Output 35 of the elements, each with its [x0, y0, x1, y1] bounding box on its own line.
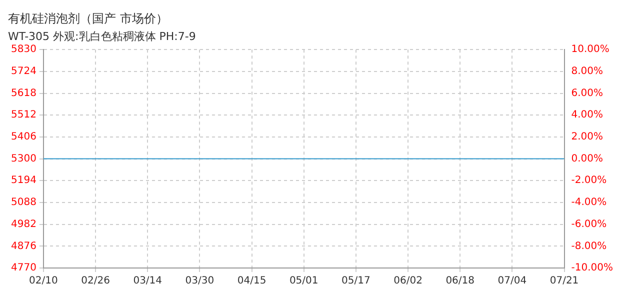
- x-tick-label: 02/10: [29, 276, 58, 287]
- x-tick-label: 02/26: [81, 276, 110, 287]
- y2-tick-label: -4.00%: [571, 197, 607, 208]
- y-tick-label: 5618: [10, 88, 36, 99]
- y-tick-label: 4770: [10, 262, 36, 274]
- x-tick-label: 05/17: [342, 276, 370, 287]
- y2-tick-label: -6.00%: [571, 218, 607, 230]
- x-tick-label: 04/15: [237, 276, 266, 287]
- y2-tick-label: 10.00%: [571, 44, 610, 56]
- x-tick-label: 03/30: [185, 276, 214, 287]
- y-tick-label: 5300: [10, 153, 36, 164]
- y2-tick-label: 0.00%: [571, 153, 604, 164]
- y2-tick-label: 6.00%: [571, 88, 604, 99]
- y-tick-label: 5406: [10, 132, 36, 143]
- y2-tick-label: 2.00%: [571, 132, 604, 143]
- y-tick-label: 5512: [10, 110, 36, 121]
- y2-tick-label: -10.00%: [571, 262, 614, 274]
- x-tick-label: 07/04: [498, 276, 527, 287]
- y-tick-label: 4982: [10, 218, 36, 230]
- x-tick-label: 03/14: [133, 276, 162, 287]
- y-tick-label: 5830: [10, 44, 36, 56]
- y-tick-label: 5088: [10, 197, 36, 208]
- x-tick-label: 07/21: [550, 276, 579, 287]
- y2-tick-label: 8.00%: [571, 66, 604, 78]
- x-tick-label: 06/02: [394, 276, 422, 287]
- x-tick-label: 06/18: [446, 276, 475, 287]
- x-tick-label: 05/01: [289, 276, 318, 287]
- y2-tick-label: -2.00%: [571, 175, 607, 186]
- y-tick-label: 4876: [10, 240, 36, 252]
- y-tick-label: 5724: [10, 66, 36, 78]
- y2-tick-label: -8.00%: [571, 240, 607, 252]
- chart-subtitle: WT-305 外观:乳白色粘稠液体 PH:7-9: [8, 30, 196, 43]
- y-tick-label: 5194: [10, 175, 36, 186]
- chart-title: 有机硅消泡剂（国产 市场价）: [8, 11, 168, 26]
- y2-tick-label: 4.00%: [571, 110, 604, 121]
